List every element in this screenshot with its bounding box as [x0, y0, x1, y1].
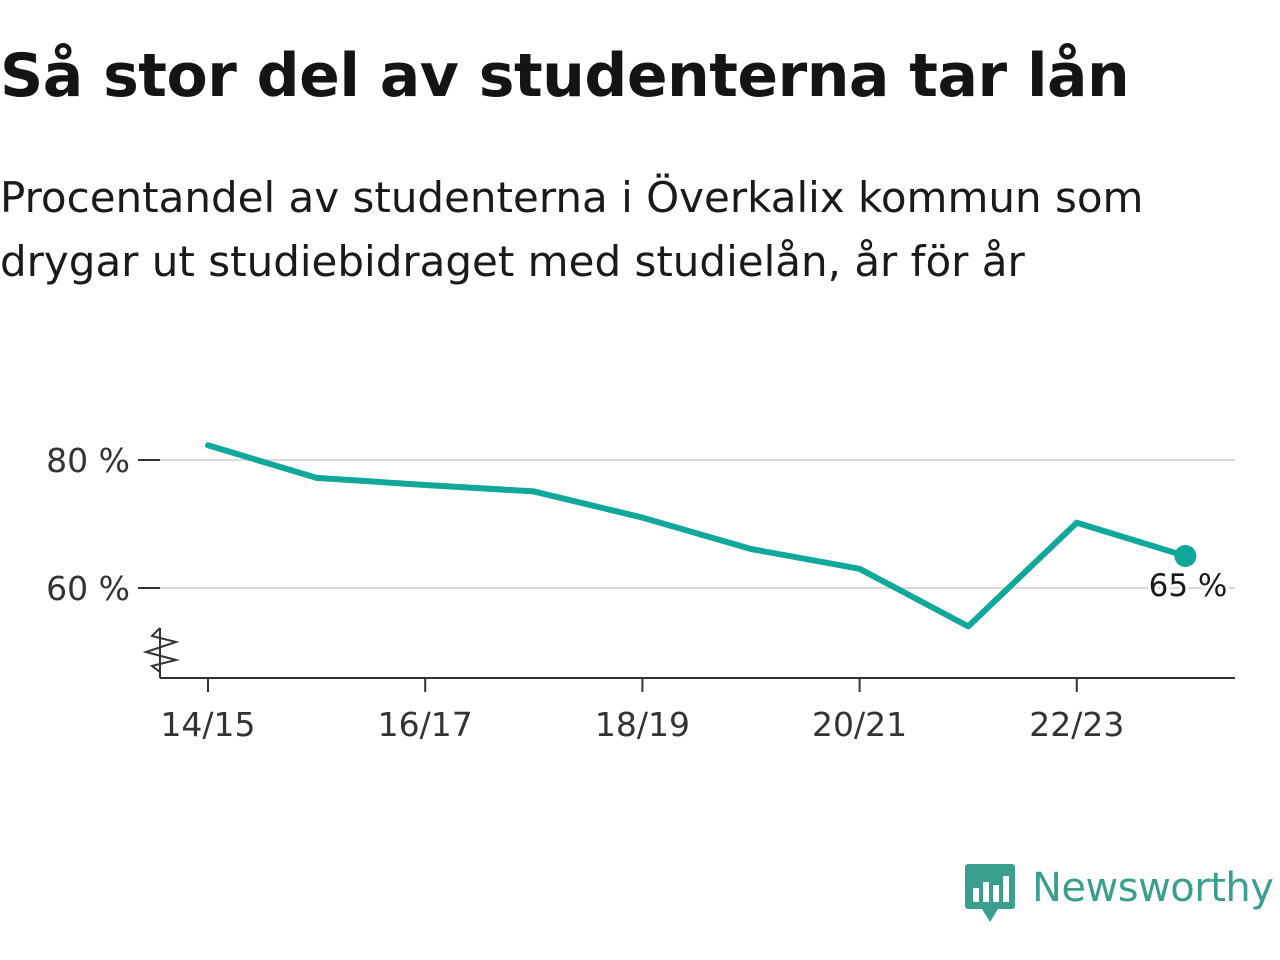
brand-name: Newsworthy — [1032, 865, 1274, 911]
y-tick-label: 60 % — [46, 569, 130, 608]
x-tick-label: 22/23 — [1029, 705, 1124, 744]
gridlines — [160, 459, 1235, 589]
data-point — [422, 482, 428, 488]
axes — [138, 459, 1235, 692]
end-value-label: 65 % — [1149, 568, 1228, 604]
y-tick-label: 80 % — [46, 441, 130, 480]
data-point — [965, 623, 971, 629]
data-point — [748, 546, 754, 552]
end-point-marker — [1174, 545, 1197, 567]
x-tick-label: 18/19 — [595, 705, 690, 744]
chart-subtitle: Procentandel av studenterna i Överkalix … — [0, 173, 1144, 286]
data-point — [1074, 520, 1080, 526]
series-line — [205, 442, 1189, 630]
data-point — [314, 475, 320, 481]
x-tick-label: 14/15 — [160, 705, 255, 744]
data-point — [639, 515, 645, 521]
series — [205, 442, 1197, 630]
data-point — [531, 488, 537, 494]
newsworthy-brand: Newsworthy — [964, 862, 1274, 926]
chart-title: Så stor del av studenterna tar lån — [0, 41, 1130, 111]
data-point — [857, 566, 863, 572]
newsworthy-logo-icon — [965, 864, 1015, 922]
x-tick-label: 16/17 — [378, 705, 473, 744]
data-point — [205, 442, 211, 448]
labels: 60 % 80 % 14/15 16/17 18/19 20/21 22/23 65 % — [46, 441, 1230, 744]
x-tick-label: 20/21 — [812, 705, 907, 744]
axis-break-icon — [142, 627, 180, 673]
